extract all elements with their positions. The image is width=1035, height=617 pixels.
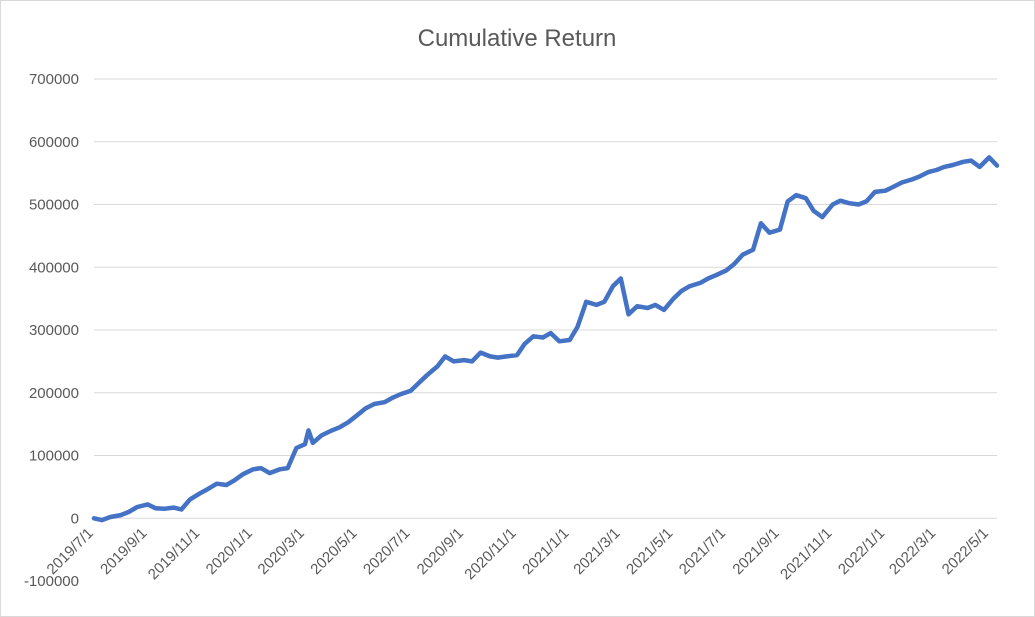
- x-tick-label: 2022/1/1: [835, 525, 888, 578]
- x-tick-label: 2020/7/1: [360, 525, 413, 578]
- y-tick-label: 200000: [29, 385, 79, 402]
- gridlines: [94, 78, 997, 519]
- x-tick-label: 2020/3/1: [255, 525, 308, 578]
- y-tick-label: 0: [71, 510, 79, 527]
- x-tick-label: 2020/11/1: [461, 525, 519, 583]
- y-tick-label: 500000: [29, 197, 79, 214]
- y-tick-label: -100000: [24, 573, 79, 590]
- series-group: [91, 155, 1000, 523]
- cumulative-return-line: [91, 155, 1000, 523]
- x-tick-label: 2021/7/1: [676, 525, 729, 578]
- x-tick-label: 2022/3/1: [886, 525, 939, 578]
- x-tick-label: 2020/9/1: [414, 525, 467, 578]
- y-tick-label: 300000: [29, 322, 79, 339]
- x-tick-label: 2019/7/1: [44, 525, 97, 578]
- x-tick-label: 2022/5/1: [939, 525, 992, 578]
- y-tick-label: 700000: [29, 71, 79, 88]
- x-tick-label: 2021/5/1: [623, 525, 676, 578]
- y-tick-label: 100000: [29, 448, 79, 465]
- y-tick-label: 400000: [29, 259, 79, 276]
- x-tick-label: 2020/5/1: [307, 525, 360, 578]
- x-tick-label: 2019/11/1: [145, 525, 203, 583]
- x-tick-label: 2021/9/1: [729, 525, 782, 578]
- y-tick-label: 600000: [29, 134, 79, 151]
- x-tick-label: 2021/3/1: [570, 525, 623, 578]
- x-tick-label: 2021/11/1: [777, 525, 835, 583]
- x-tick-label: 2021/1/1: [519, 525, 572, 578]
- chart-title: Cumulative Return: [418, 25, 617, 52]
- y-axis-tick-labels: -100000 0 100000 200000 300000 400000 500000 60…: [24, 71, 79, 590]
- x-tick-label: 2019/9/1: [97, 525, 150, 578]
- x-tick-label: 2020/1/1: [203, 525, 256, 578]
